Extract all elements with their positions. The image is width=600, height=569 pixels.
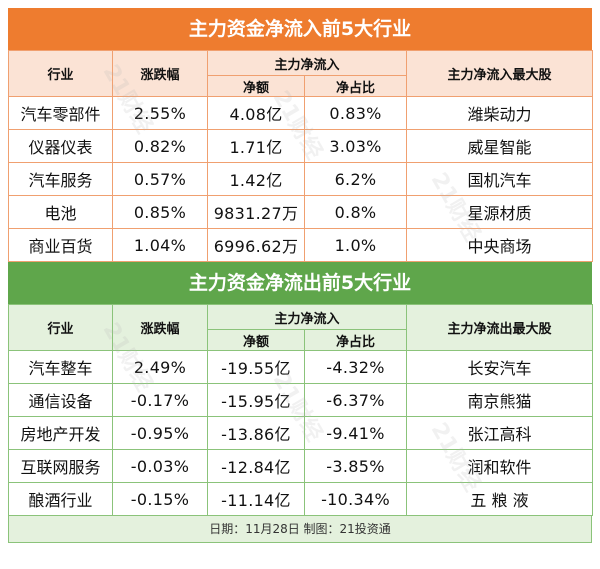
amount-cell: -19.55亿	[207, 350, 305, 384]
inflow-table: 行业 涨跌幅 主力净流入 主力净流入最大股 净额 净占比 汽车零部件 2.55%…	[8, 50, 594, 262]
industry-cell: 通信设备	[8, 383, 113, 417]
ratio-cell: 6.2%	[303, 162, 408, 196]
industry-cell: 房地产开发	[8, 416, 113, 450]
table-row: 房地产开发 -0.95% -13.86亿 -9.41% 张江高科	[8, 416, 594, 450]
footer-caption: 日期：11月28日 制图：21投资通	[8, 516, 592, 543]
stock-cell: 星源材质	[406, 195, 594, 229]
change-cell: 0.85%	[112, 195, 208, 229]
change-cell: 1.04%	[112, 228, 208, 262]
table-row: 互联网服务 -0.03% -12.84亿 -3.85% 润和软件	[8, 449, 594, 483]
outflow-table: 行业 涨跌幅 主力净流入 主力净流出最大股 净额 净占比 汽车整车 2.49% …	[8, 304, 594, 516]
ratio-cell: -10.34%	[303, 482, 408, 516]
industry-cell: 仪器仪表	[8, 129, 113, 163]
ratio-cell: -9.41%	[303, 416, 408, 450]
table-row: 电池 0.85% 9831.27万 0.8% 星源材质	[8, 195, 594, 229]
amount-cell: 4.08亿	[207, 96, 305, 130]
industry-cell: 互联网服务	[8, 449, 113, 483]
amount-cell: 6996.62万	[207, 228, 305, 262]
inflow-title: 主力资金净流入前5大行业	[8, 8, 592, 50]
ratio-cell: 0.83%	[303, 96, 408, 130]
table-row: 汽车零部件 2.55% 4.08亿 0.83% 潍柴动力	[8, 96, 594, 130]
amount-cell: -12.84亿	[207, 449, 305, 483]
table-row: 汽车整车 2.49% -19.55亿 -4.32% 长安汽车	[8, 350, 594, 384]
stock-cell: 潍柴动力	[406, 96, 594, 130]
table-row: 通信设备 -0.17% -15.95亿 -6.37% 南京熊猫	[8, 383, 594, 417]
amount-cell: -15.95亿	[207, 383, 305, 417]
change-cell: 0.57%	[112, 162, 208, 196]
industry-cell: 商业百货	[8, 228, 113, 262]
header-change: 涨跌幅	[112, 50, 208, 97]
stock-cell: 南京熊猫	[406, 383, 594, 417]
change-cell: 0.82%	[112, 129, 208, 163]
header-top-stock: 主力净流入最大股	[406, 50, 594, 97]
header-net-ratio: 净占比	[303, 329, 408, 351]
stock-cell: 威星智能	[406, 129, 594, 163]
header-net-flow-group: 主力净流入	[206, 50, 408, 76]
header-industry: 行业	[8, 50, 113, 97]
change-cell: -0.03%	[112, 449, 208, 483]
table-row: 商业百货 1.04% 6996.62万 1.0% 中央商场	[8, 228, 594, 262]
ratio-cell: -4.32%	[303, 350, 408, 384]
stock-cell: 中央商场	[406, 228, 594, 262]
stock-cell: 润和软件	[406, 449, 594, 483]
stock-cell: 国机汽车	[406, 162, 594, 196]
change-cell: -0.95%	[112, 416, 208, 450]
header-net-amount: 净额	[207, 329, 305, 351]
table-row: 酿酒行业 -0.15% -11.14亿 -10.34% 五 粮 液	[8, 482, 594, 516]
change-cell: -0.17%	[112, 383, 208, 417]
report-card: 主力资金净流入前5大行业 行业 涨跌幅 主力净流入 主力净流入最大股 净额 净占…	[8, 8, 594, 543]
industry-cell: 汽车零部件	[8, 96, 113, 130]
table-row: 仪器仪表 0.82% 1.71亿 3.03% 威星智能	[8, 129, 594, 163]
change-cell: 2.55%	[112, 96, 208, 130]
header-net-ratio: 净占比	[303, 75, 408, 97]
change-cell: 2.49%	[112, 350, 208, 384]
stock-cell: 长安汽车	[406, 350, 594, 384]
header-net-flow-group: 主力净流入	[206, 304, 408, 330]
ratio-cell: 1.0%	[303, 228, 408, 262]
ratio-cell: -6.37%	[303, 383, 408, 417]
stock-cell: 张江高科	[406, 416, 594, 450]
industry-cell: 酿酒行业	[8, 482, 113, 516]
amount-cell: -11.14亿	[207, 482, 305, 516]
amount-cell: 1.71亿	[207, 129, 305, 163]
industry-cell: 电池	[8, 195, 113, 229]
amount-cell: 9831.27万	[207, 195, 305, 229]
amount-cell: 1.42亿	[207, 162, 305, 196]
industry-cell: 汽车整车	[8, 350, 113, 384]
table-row: 汽车服务 0.57% 1.42亿 6.2% 国机汽车	[8, 162, 594, 196]
ratio-cell: 3.03%	[303, 129, 408, 163]
change-cell: -0.15%	[112, 482, 208, 516]
outflow-title: 主力资金净流出前5大行业	[8, 262, 592, 304]
header-net-amount: 净额	[207, 75, 305, 97]
ratio-cell: -3.85%	[303, 449, 408, 483]
ratio-cell: 0.8%	[303, 195, 408, 229]
header-industry: 行业	[8, 304, 113, 351]
header-change: 涨跌幅	[112, 304, 208, 351]
stock-cell: 五 粮 液	[406, 482, 594, 516]
industry-cell: 汽车服务	[8, 162, 113, 196]
amount-cell: -13.86亿	[207, 416, 305, 450]
header-top-stock: 主力净流出最大股	[406, 304, 594, 351]
